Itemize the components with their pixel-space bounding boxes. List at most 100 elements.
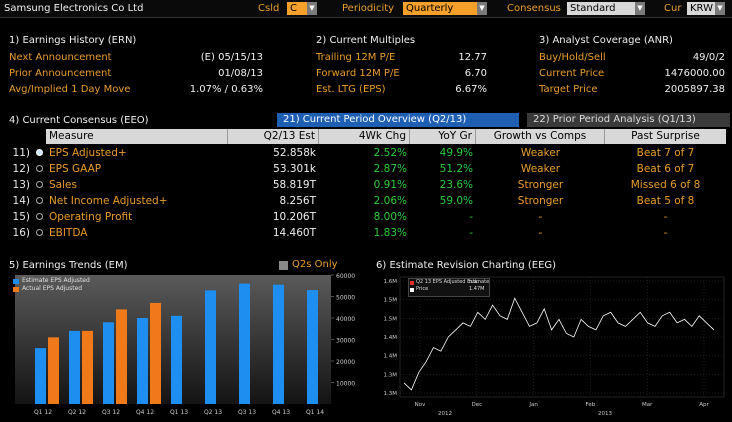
prior-announcement-value: 01/08/13 — [218, 68, 263, 79]
currency-select[interactable]: KRW — [687, 2, 715, 15]
table-row[interactable]: 14) Net Income Adjusted+ 8.256T 2.06% 59.0% S… — [0, 193, 732, 209]
col-yoy[interactable]: YoY Gr — [410, 129, 476, 144]
x-tick-label: Mar — [642, 402, 653, 408]
estimate-bar — [35, 348, 46, 404]
measure-name[interactable]: EPS GAAP — [49, 163, 102, 175]
estimate-bar — [137, 318, 148, 404]
growth-vs-comps: Stronger — [517, 179, 564, 191]
x-tick-label: Q2 12 — [68, 409, 86, 416]
chevron-down-icon[interactable]: ▼ — [635, 2, 645, 15]
measure-name[interactable]: Sales — [49, 179, 77, 191]
y-tick-label: 40000 — [336, 316, 355, 323]
table-header: Measure Q2/13 Est 4Wk Chg YoY Gr Growth … — [46, 129, 726, 144]
col-est[interactable]: Q2/13 Est — [228, 129, 319, 144]
x-tick-label: Q4 12 — [136, 409, 154, 416]
periodicity-select[interactable]: Quarterly — [403, 2, 477, 15]
revision-chart-title[interactable]: 6) Estimate Revision Charting (EEG) — [376, 260, 557, 271]
y-tick-label: 1.4M — [384, 335, 398, 341]
top-bar — [0, 0, 732, 18]
growth-vs-comps: Weaker — [520, 147, 561, 159]
buy-hold-sell-value: 49/0/2 — [692, 52, 725, 63]
table-row[interactable]: 16) EBITDA 14.460T 1.83% - - - — [0, 225, 732, 241]
past-surprise: - — [663, 211, 668, 223]
consensus-label: Consensus — [507, 3, 561, 14]
table-row[interactable]: 15) Operating Profit 10.206T 8.00% - - - — [0, 209, 732, 225]
avg-move-value: 1.07% / 0.63% — [189, 84, 263, 95]
col-measure[interactable]: Measure — [46, 129, 228, 144]
four-week-change: 2.06% — [373, 195, 407, 207]
table-row[interactable]: 13) Sales 58.819T 0.91% 23.6% Stronger Missed … — [0, 177, 732, 193]
chevron-down-icon[interactable]: ▼ — [715, 2, 725, 15]
yoy-growth: 59.0% — [439, 195, 473, 207]
table-row[interactable]: 12) EPS GAAP 53.301k 2.87% 51.2% Weaker Beat 6… — [0, 161, 732, 177]
row-radio[interactable] — [36, 149, 43, 156]
actual-bar — [82, 330, 93, 404]
x-tick-label: Q1 13 — [170, 409, 188, 416]
row-radio[interactable] — [36, 229, 43, 236]
earnings-history-title[interactable]: 1) Earnings History (ERN) — [9, 35, 137, 46]
company-name: Samsung Electronics Co Ltd — [4, 3, 144, 14]
y-tick-label: 30000 — [336, 338, 355, 345]
actual-bar — [150, 302, 161, 404]
four-week-change: 8.00% — [373, 211, 407, 223]
tab-current-period[interactable]: 21) Current Period Overview (Q2/13) — [277, 113, 519, 127]
forward-pe-label: Forward 12M P/E — [316, 68, 400, 79]
estimate-value: 10.206T — [272, 211, 316, 223]
row-radio[interactable] — [36, 213, 43, 220]
col-surprise[interactable]: Past Surprise — [631, 130, 700, 142]
trailing-pe-label: Trailing 12M P/E — [316, 52, 396, 63]
measure-name[interactable]: EPS Adjusted+ — [49, 147, 127, 159]
tab-prior-period[interactable]: 22) Prior Period Analysis (Q1/13) — [527, 113, 730, 127]
next-announcement-label: Next Announcement — [9, 52, 112, 63]
y-tick-label: 1.6M — [384, 279, 398, 285]
ltg-value: 6.67% — [455, 84, 487, 95]
row-index: 14) — [12, 195, 30, 207]
growth-vs-comps: - — [538, 211, 543, 223]
table-row[interactable]: 11) EPS Adjusted+ 52.858k 2.52% 49.9% Weaker B… — [0, 145, 732, 161]
csld-select[interactable]: C — [287, 2, 307, 15]
consensus-select[interactable]: Standard — [567, 2, 635, 15]
measure-name[interactable]: Net Income Adjusted+ — [49, 195, 168, 207]
current-multiples-title[interactable]: 2) Current Multiples — [316, 35, 416, 46]
trailing-pe-value: 12.77 — [458, 52, 487, 63]
growth-vs-comps: Weaker — [520, 163, 561, 175]
col-growth[interactable]: Growth vs Comps — [476, 129, 605, 144]
chevron-down-icon[interactable]: ▼ — [307, 2, 317, 15]
revision-line-chart: 1.6M 1.5M 1.5M 1.4M 1.4M 1.3M 1.3M Nov Dec Jan Feb… — [384, 276, 725, 417]
chevron-down-icon[interactable]: ▼ — [477, 2, 487, 15]
ltg-label: Est. LTG (EPS) — [316, 84, 386, 95]
periodicity-label: Periodicity — [342, 3, 395, 14]
col-4wk-chg[interactable]: 4Wk Chg — [319, 129, 410, 144]
past-surprise: Beat 7 of 7 — [636, 147, 695, 159]
forward-pe-value: 6.70 — [464, 68, 487, 79]
q2s-label: Q2s Only — [292, 259, 338, 270]
x-tick-label: Nov — [415, 402, 426, 408]
revision-legend — [408, 278, 490, 297]
measure-name[interactable]: EBITDA — [49, 227, 88, 239]
buy-hold-sell-label: Buy/Hold/Sell — [539, 52, 606, 63]
past-surprise: Beat 5 of 8 — [636, 195, 695, 207]
four-week-change: 0.91% — [373, 179, 407, 191]
actual-bar — [116, 309, 127, 404]
year-label: 2012 — [438, 411, 452, 417]
legend-estimate-label: Q2 13 EPS Adjusted Estimate — [416, 279, 490, 285]
legend-actual-swatch — [13, 287, 19, 292]
y-tick-label: 1.3M — [384, 372, 398, 378]
q2s-checkbox[interactable] — [279, 261, 288, 270]
row-index: 11) — [12, 147, 30, 159]
csld-label: Csld — [258, 3, 280, 14]
row-radio[interactable] — [36, 197, 43, 204]
past-surprise: - — [663, 227, 668, 239]
earnings-trends-title[interactable]: 5) Earnings Trends (EM) — [9, 260, 128, 271]
row-radio[interactable] — [36, 165, 43, 172]
row-index: 16) — [12, 227, 30, 239]
prior-announcement-label: Prior Announcement — [9, 68, 112, 79]
measure-name[interactable]: Operating Profit — [49, 211, 133, 223]
target-price-value: 2005897.38 — [664, 84, 725, 95]
consensus-title[interactable]: 4) Current Consensus (EEO) — [9, 115, 149, 126]
analyst-coverage-title[interactable]: 3) Analyst Coverage (ANR) — [539, 35, 673, 46]
estimate-bar — [103, 322, 114, 404]
row-radio[interactable] — [36, 181, 43, 188]
legend-price-swatch — [410, 288, 414, 292]
estimate-value: 52.858k — [273, 147, 316, 159]
